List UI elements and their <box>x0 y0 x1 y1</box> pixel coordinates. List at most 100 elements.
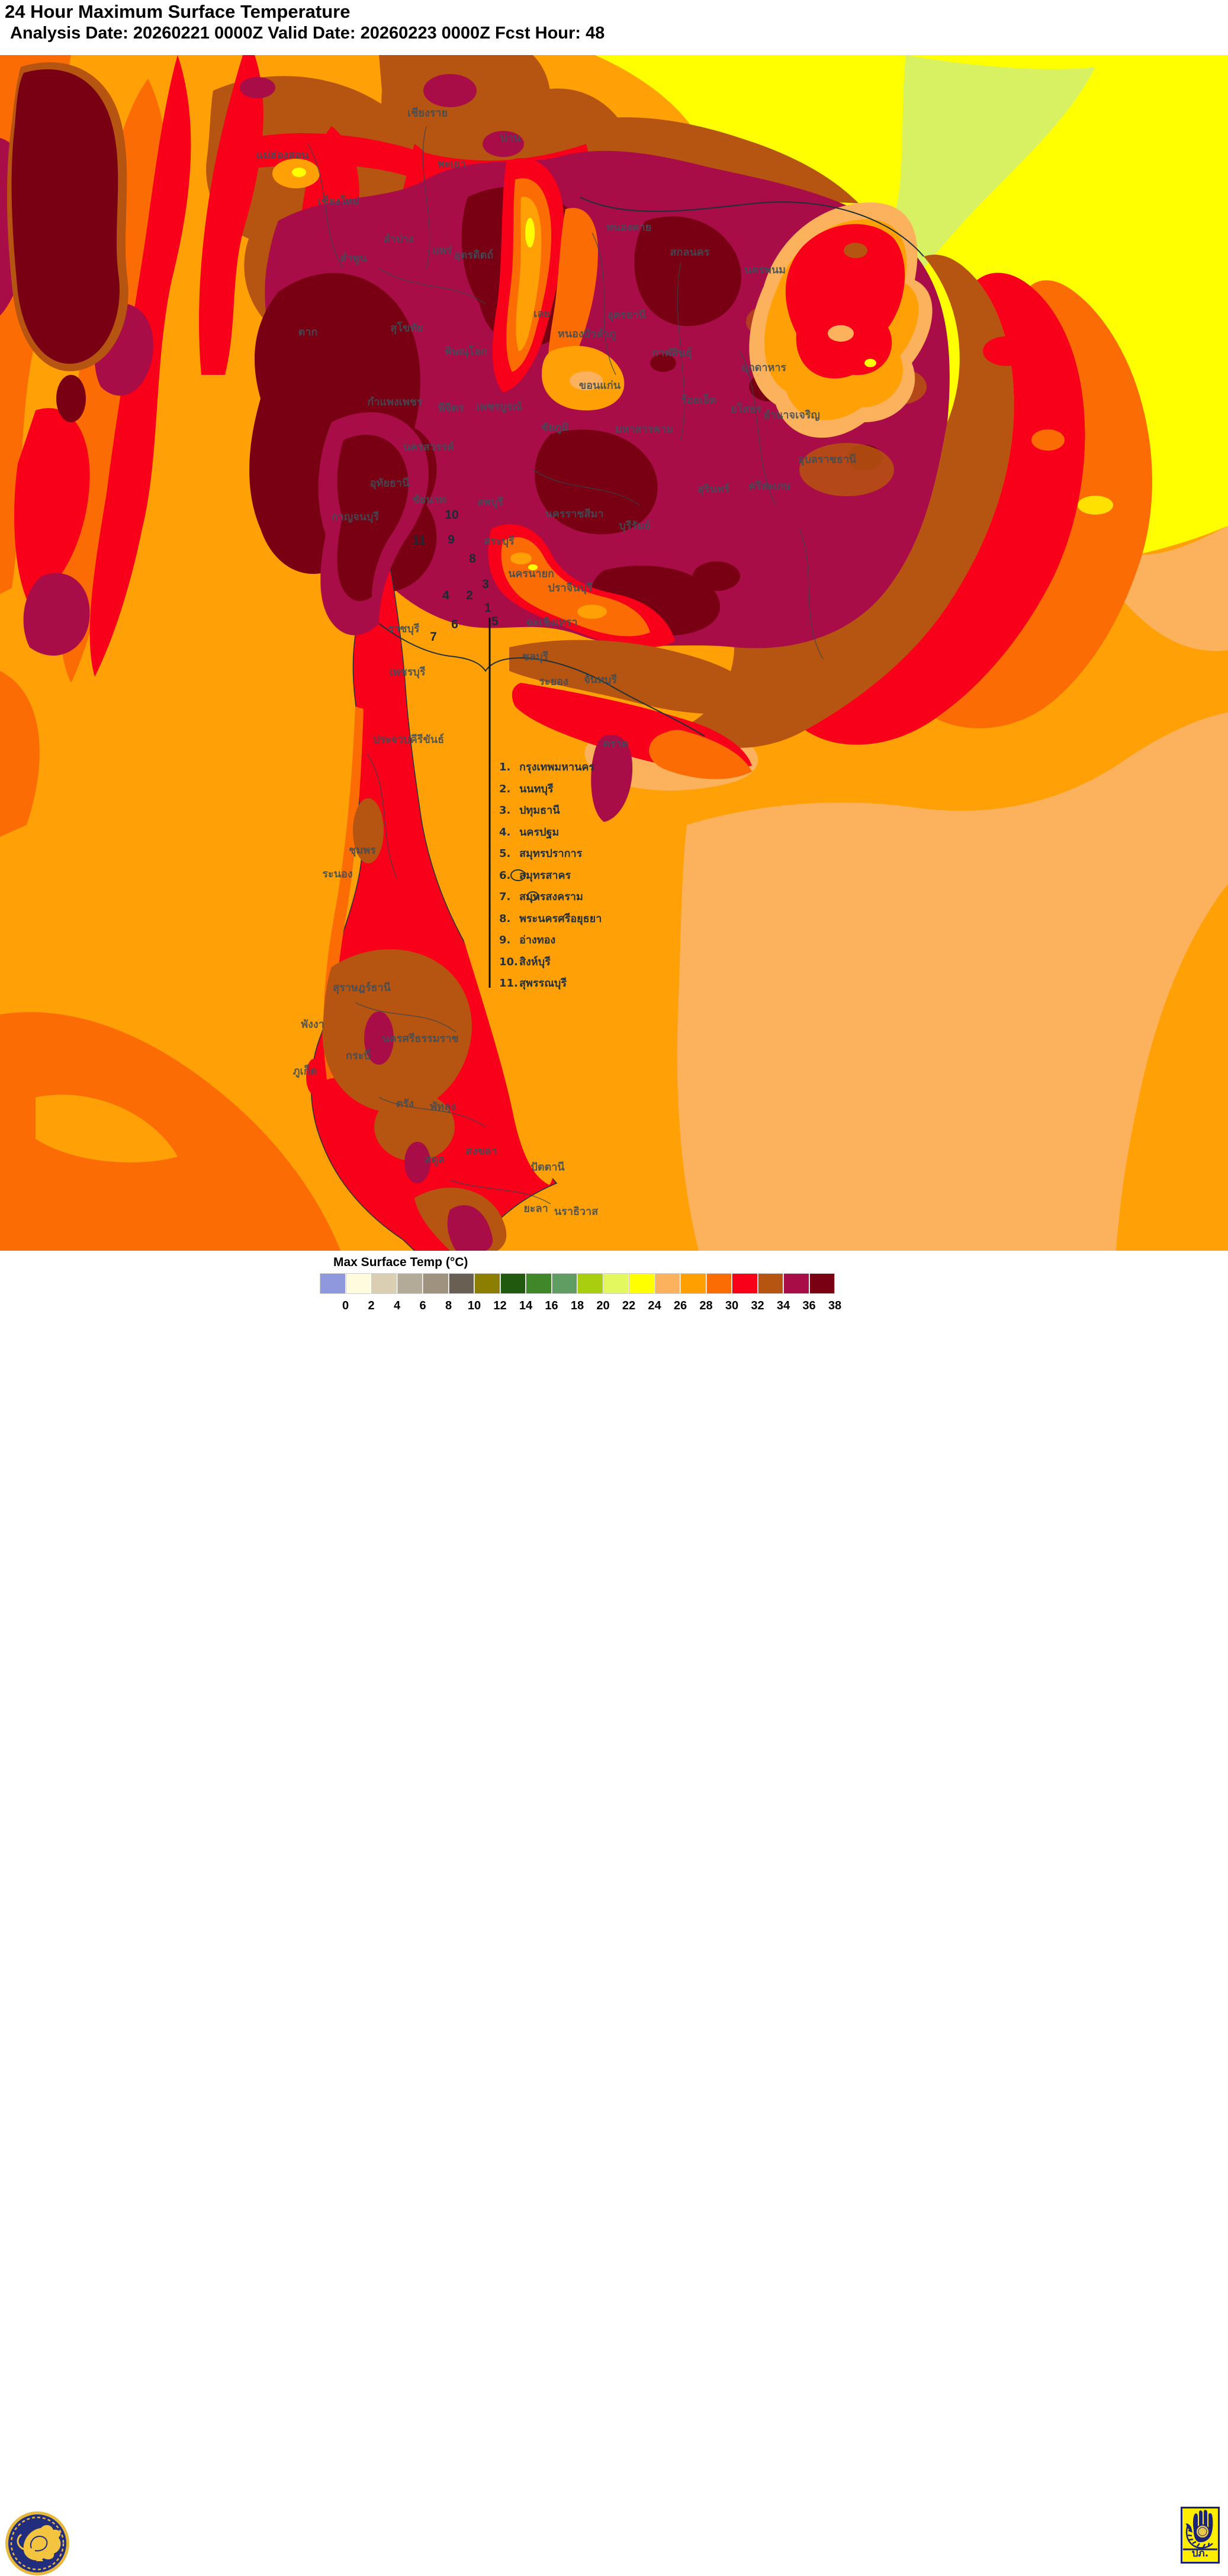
province-label: ประจวบคีรีขันธ์ <box>373 731 444 748</box>
province-label: เพชรบุรี <box>390 663 426 680</box>
province-label: ลำพูน <box>340 249 367 266</box>
bangkok-province-number: 11. <box>499 977 519 990</box>
bangkok-province-name: สมุทรสาคร <box>519 869 571 882</box>
province-label: อำนาจเจริญ <box>763 406 820 423</box>
bangkok-province-item: 10.สิงห์บุรี <box>499 953 602 975</box>
callout-number: 10 <box>445 508 458 522</box>
province-label: อุตรดิตถ์ <box>454 246 493 264</box>
bangkok-province-name: สิงห์บุรี <box>519 956 551 968</box>
province-label: เพชรบูรณ์ <box>476 398 522 415</box>
bangkok-province-name: นนทบุรี <box>519 783 554 795</box>
province-label: ขอนแก่น <box>579 377 621 394</box>
bangkok-province-number: 7. <box>499 891 519 903</box>
province-label: ภูเก็ต <box>293 1062 317 1080</box>
province-label: นครสวรรค์ <box>403 438 454 455</box>
province-label: ตรัง <box>396 1095 414 1112</box>
province-label: ชัยนาท <box>412 491 446 508</box>
province-label: ตราด <box>603 735 628 752</box>
page-title: 24 Hour Maximum Surface Temperature <box>5 1 350 23</box>
province-label: เลย <box>533 305 550 322</box>
legend-color-swatch <box>706 1273 732 1294</box>
legend-tick-label: 6 <box>410 1299 436 1313</box>
province-label: จันทบุรี <box>584 671 617 688</box>
province-label: แพร่ <box>432 242 452 259</box>
province-label: สุราษฎร์ธานี <box>333 979 391 996</box>
legend-tick-label: 32 <box>745 1299 771 1313</box>
callout-number: 2 <box>466 589 473 603</box>
province-label: ศรีสะเกษ <box>749 477 791 494</box>
province-label: มุกดาหาร <box>741 359 786 376</box>
province-label: ตาก <box>298 323 318 341</box>
bangkok-province-name: สมุทรปราการ <box>519 847 582 860</box>
province-label: กาญจนบุรี <box>332 508 379 525</box>
legend-tick-label: 20 <box>590 1299 616 1313</box>
legend-color-swatch <box>397 1273 423 1294</box>
province-label: ยะลา <box>523 1200 548 1217</box>
legend-tick-label: 0 <box>333 1299 359 1313</box>
legend-color-swatch <box>655 1273 681 1294</box>
legend-color-swatch <box>474 1273 500 1294</box>
province-label: สุรินทร์ <box>697 480 730 497</box>
province-label: ปัตตานี <box>531 1158 564 1175</box>
legend-color-swatch <box>629 1273 655 1294</box>
province-label: ยโสธร <box>731 400 761 417</box>
ministry-seal-logo <box>5 2511 70 2576</box>
legend-color-swatch <box>577 1273 603 1294</box>
province-label: นครศรีธรรมราช <box>382 1030 458 1047</box>
province-label: ระนอง <box>322 865 352 882</box>
province-label: แม่ฮ่องสอน <box>256 146 308 163</box>
callout-number: 1 <box>484 601 491 615</box>
bangkok-province-number: 9. <box>499 934 519 946</box>
legend-tick-label: 8 <box>436 1299 462 1313</box>
legend-ticks: 0 2 4 6 8 10 12 14 16 18 20 22 24 26 28 <box>333 1299 848 1313</box>
bangkok-province-name: สมุทรสงคราม <box>519 891 583 903</box>
legend-tick-label: 4 <box>384 1299 410 1313</box>
province-label: สุโขทัย <box>390 319 423 336</box>
bangkok-province-item: 11.สุพรรณบุรี <box>499 974 602 996</box>
province-label: เชียงใหม่ <box>318 192 359 210</box>
province-label: น่าน <box>500 129 521 146</box>
legend-tick-label: 26 <box>667 1299 693 1313</box>
bangkok-province-number: 8. <box>499 913 519 925</box>
callout-number: 9 <box>448 533 455 547</box>
hand-medallion <box>1196 2525 1209 2538</box>
legend-color-swatch <box>320 1273 346 1294</box>
bangkok-province-item: 5.สมุทรปราการ <box>499 844 602 866</box>
legend-color-swatch <box>449 1273 475 1294</box>
province-label: อุบลราชธานี <box>798 451 857 468</box>
province-label: กาฬสินธุ์ <box>652 344 692 361</box>
province-label: กระบี่ <box>346 1047 371 1064</box>
callout-number: 5 <box>491 615 499 629</box>
legend-tick-label: 12 <box>487 1299 513 1313</box>
callout-number: 11 <box>413 534 426 548</box>
province-label: พิจิตร <box>438 399 464 416</box>
bangkok-province-name: นครปฐม <box>519 826 559 839</box>
province-label: เชียงราย <box>407 104 448 121</box>
bangkok-province-item: 8.พระนครศรีอยุธยา <box>499 910 602 932</box>
bangkok-province-name: ปทุมธานี <box>519 804 560 817</box>
province-label: ชัยภูมิ <box>541 419 569 436</box>
province-label: สกลนคร <box>670 243 710 261</box>
province-label: ระยอง <box>539 673 568 690</box>
legend-color-swatch <box>526 1273 552 1294</box>
temperature-map: เชียงราย แม่ฮ่องสอน น่าน พะเยา เชียงใหม่… <box>0 55 1228 1251</box>
legend-title: Max Surface Temp (°C) <box>333 1255 468 1270</box>
legend-tick-label: 28 <box>693 1299 719 1313</box>
legend-color-swatch <box>809 1273 835 1294</box>
province-label: ราชบุรี <box>388 620 419 637</box>
bangkok-province-number: 1. <box>499 761 519 773</box>
province-label: หนองบัวลำภู <box>558 325 616 342</box>
bangkok-province-item: 6.สมุทรสาคร <box>499 866 602 888</box>
legend-tick-label: 36 <box>796 1299 822 1313</box>
callout-number: 4 <box>442 589 449 603</box>
callout-number: 7 <box>430 630 437 644</box>
province-label: นครราชสีมา <box>545 505 604 522</box>
province-label: นราธิวาส <box>554 1203 598 1220</box>
province-label: พะเยา <box>438 155 466 172</box>
province-label: ร้อยเอ็ด <box>681 391 716 409</box>
legend-color-swatch <box>732 1273 758 1294</box>
header: 24 Hour Maximum Surface Temperature Anal… <box>0 0 1228 55</box>
legend-color-swatch <box>346 1273 372 1294</box>
bangkok-province-number: 6. <box>499 869 519 882</box>
province-label: พิษณุโลก <box>445 343 487 360</box>
